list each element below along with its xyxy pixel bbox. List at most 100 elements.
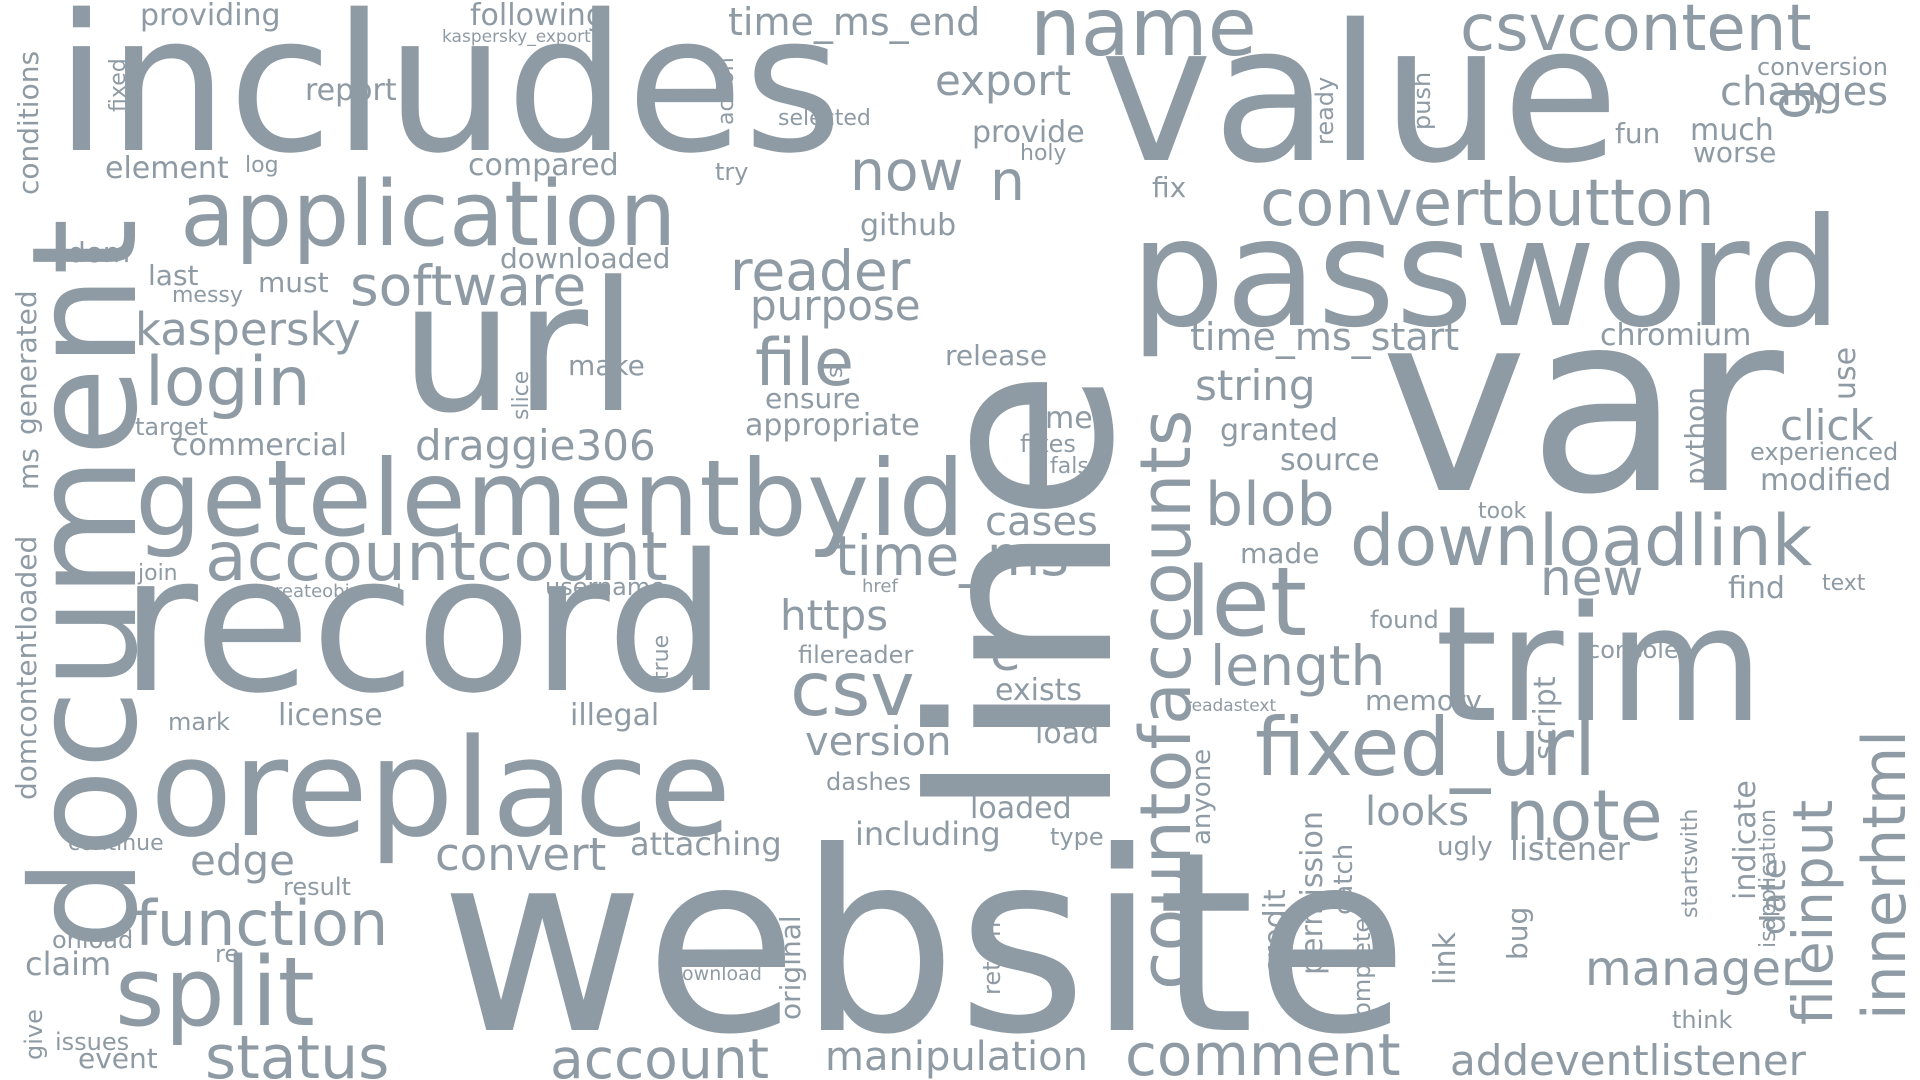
word-ugly: ugly	[1437, 832, 1493, 862]
word-domcontentloaded: domcontentloaded	[10, 536, 43, 800]
word-website: website	[440, 798, 1409, 1080]
word-string: string	[1195, 361, 1316, 410]
word-csvcontent: csvcontent	[1460, 0, 1811, 66]
word-load: load	[1035, 716, 1099, 751]
word-manipulation: manipulation	[825, 1034, 1088, 1080]
word-push: push	[1408, 72, 1436, 130]
word-fileinput: fileinput	[1781, 800, 1845, 1025]
word-url: url	[400, 244, 638, 453]
word-includes: includes	[55, 0, 842, 195]
word-new: new	[1540, 549, 1643, 607]
word-slice: slice	[509, 371, 534, 420]
word-took: took	[1478, 499, 1527, 524]
word-cases: cases	[985, 499, 1098, 545]
word-version: version	[805, 719, 952, 765]
word-credit: credit	[1258, 889, 1293, 975]
word-isapplication: isapplication	[1756, 809, 1781, 948]
word-indicate: indicate	[1728, 780, 1763, 900]
word-give: give	[20, 1009, 48, 1060]
word-provide: provide	[972, 115, 1085, 150]
word-account: account	[550, 1027, 769, 1080]
word-value: value	[1100, 0, 1619, 205]
word-continue: continue	[68, 831, 164, 856]
word-completed: completed	[1348, 903, 1376, 1030]
word-license: license	[278, 698, 383, 733]
word-createobjecturl: createobjecturl	[265, 581, 401, 602]
word-document: document	[1, 218, 170, 950]
word-event: event	[78, 1042, 158, 1075]
word-record: record	[120, 514, 727, 735]
word-script: script	[1528, 676, 1563, 760]
word-mark: mark	[168, 708, 230, 736]
word-use: use	[1828, 347, 1863, 400]
word-login: login	[145, 343, 311, 422]
word-exists: exists	[995, 673, 1082, 708]
word-draggie306: draggie306	[415, 421, 656, 470]
word-downloadlink: downloadlink	[1350, 500, 1813, 582]
word-getelementbyid: getelementbyid	[135, 438, 965, 560]
word-dashes: dashes	[826, 768, 911, 796]
word-loaded: loaded	[970, 791, 1072, 826]
word-purpose: purpose	[750, 281, 921, 330]
word-downloaded: downloaded	[500, 242, 670, 275]
word-report: report	[305, 73, 397, 108]
word-onload: onload	[52, 926, 133, 954]
word-href: href	[862, 576, 898, 597]
word-action: action	[714, 57, 739, 125]
word-ms: ms	[12, 448, 45, 490]
word-fun: fun	[1615, 117, 1660, 150]
word-python: python	[1679, 387, 1712, 485]
word-conversion: conversion	[1757, 53, 1888, 81]
word-github: github	[860, 208, 956, 243]
word-link: link	[1428, 931, 1463, 985]
word-providing: providing	[140, 0, 281, 33]
word-catch: catch	[1329, 844, 1359, 915]
word-addeventlistener: addeventlistener	[1450, 1036, 1807, 1080]
word-export: export	[935, 56, 1071, 105]
word-time_ms_start: time_ms_start	[1190, 315, 1459, 359]
word-software: software	[350, 254, 586, 318]
word-status: status	[205, 1023, 389, 1080]
word-https: https	[780, 591, 888, 640]
word-try: try	[715, 158, 748, 186]
word-selected: selected	[778, 106, 871, 131]
word-looks: looks	[1365, 789, 1469, 835]
word-fix: fix	[1152, 171, 1186, 204]
word-function: function	[135, 887, 388, 960]
word-accountcount: accountcount	[205, 518, 668, 597]
word-line: line	[878, 369, 1169, 820]
word-innerhtml: innerhtml	[1850, 730, 1920, 1020]
word-make: make	[568, 349, 645, 382]
word-commercial: commercial	[172, 428, 347, 463]
word-var: var	[1380, 258, 1784, 549]
word-password: password	[1130, 187, 1842, 361]
word-s: s	[823, 367, 848, 378]
word-edge: edge	[190, 836, 295, 885]
word-kaspersky: kaspersky	[135, 303, 361, 356]
word-file: file	[755, 326, 854, 401]
word-conditions: conditions	[12, 51, 45, 195]
word-fixes: fixes	[1020, 430, 1076, 458]
word-granted: granted	[1220, 413, 1338, 448]
word-met: met	[1045, 401, 1105, 436]
word-false: false	[1050, 454, 1102, 479]
word-much: much	[1690, 113, 1774, 148]
word-now: now	[850, 139, 964, 203]
word-name: name	[1030, 0, 1257, 74]
word-return: return	[978, 922, 1006, 995]
word-permission: permission	[1295, 811, 1330, 975]
word-download: download	[670, 963, 762, 985]
word-text: text	[1822, 571, 1866, 596]
word-csv: csv	[790, 645, 915, 733]
word-n: n	[990, 149, 1025, 213]
word-console: console	[1587, 636, 1679, 664]
word-convert: convert	[435, 828, 606, 881]
word-anyone: anyone	[1187, 749, 1217, 845]
word-source: source	[1280, 443, 1380, 478]
word-modified: modified	[1760, 463, 1891, 498]
word-think: think	[1672, 1006, 1733, 1034]
word-listener: listener	[1510, 830, 1631, 868]
word-time_ms: time_ms	[835, 524, 1069, 588]
word-kaspersky_export: kaspersky_export	[442, 27, 591, 47]
